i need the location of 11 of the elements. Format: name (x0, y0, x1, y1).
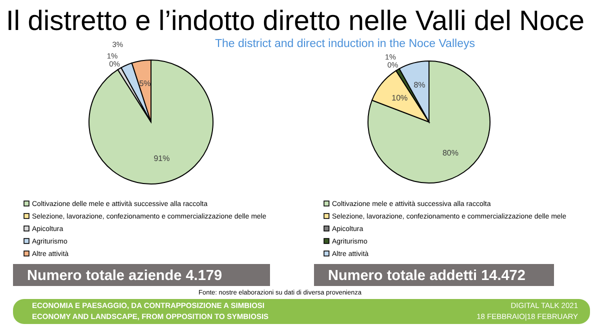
text: Numero totale aziende 4.179 (27, 268, 222, 284)
text: Numero totale addetti 14.472 (328, 268, 526, 284)
data-label: 8% (414, 80, 426, 90)
chart-title: Il distretto e l’indotto diretto nelle Valli del Noce (6, 5, 584, 36)
text: The district and direct induction in the Noce Valleys (215, 38, 476, 50)
data-label: 5% (139, 79, 151, 88)
pie-slice (88, 60, 214, 184)
pie-slice (368, 60, 490, 184)
data-label: 10% (392, 93, 408, 102)
data-label: 91% (154, 154, 170, 164)
data-label: 80% (442, 148, 458, 158)
